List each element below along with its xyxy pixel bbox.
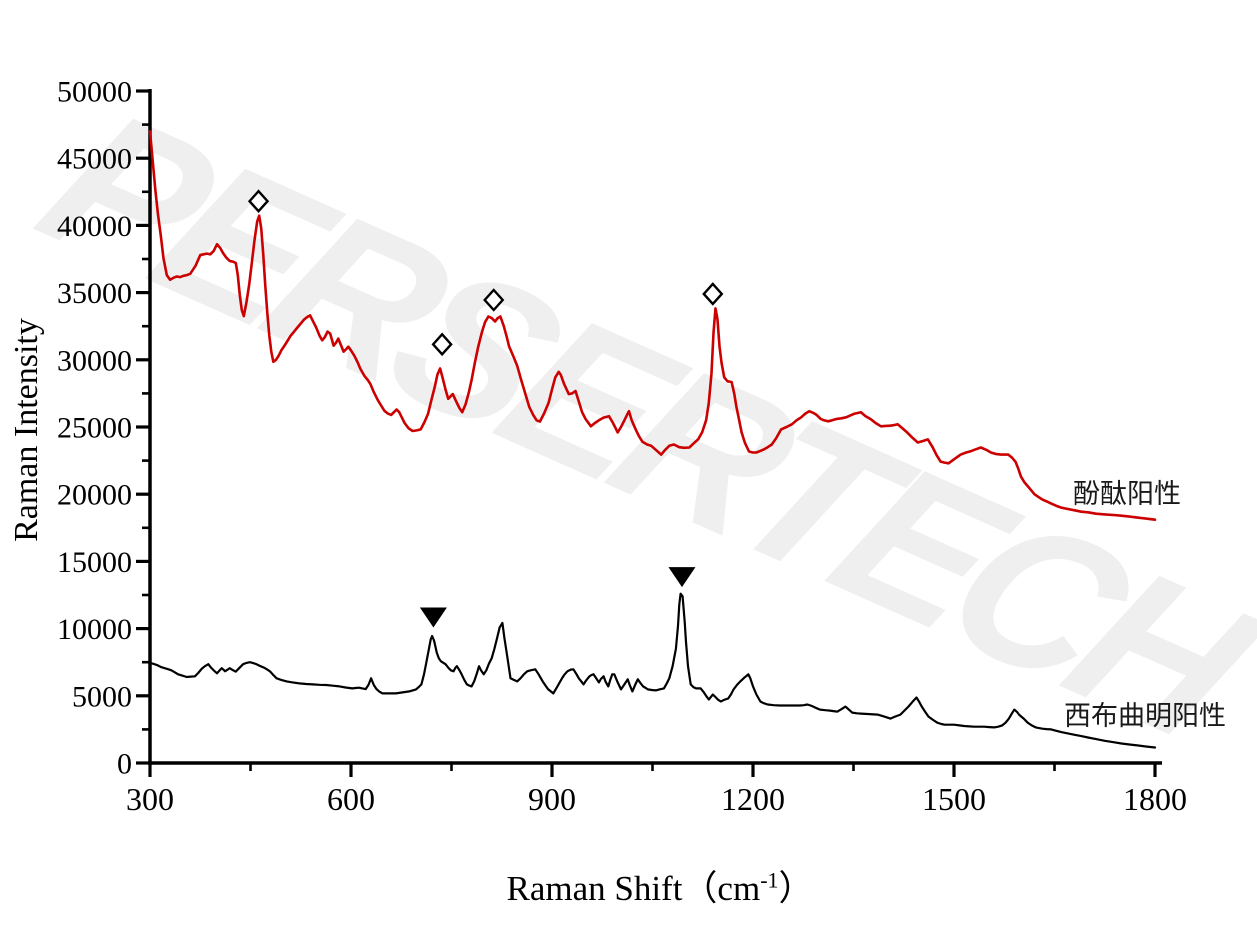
y-tick-label: 30000 [57, 344, 132, 377]
open-diamond-marker [483, 288, 505, 312]
x-axis-title: Raman Shift（cm-1） [380, 860, 940, 911]
x-axis-title-main: Raman Shift（cm [506, 869, 761, 908]
x-tick-label: 900 [528, 781, 576, 817]
y-axis-title: Raman Intensity [8, 318, 45, 542]
x-tick-label: 600 [327, 781, 375, 817]
x-axis-title-close: ） [778, 869, 814, 908]
y-tick-label: 40000 [57, 210, 132, 243]
series-label-sibutramine-positive: 西布曲明阳性 [1064, 701, 1226, 731]
series-line-0 [148, 130, 1157, 522]
filled-triangle-down-marker [419, 607, 447, 628]
open-diamond-marker [702, 282, 724, 306]
y-tick-label: 0 [117, 748, 132, 781]
series-line-1 [148, 592, 1157, 749]
y-tick-label: 25000 [57, 412, 132, 445]
y-tick-label: 45000 [57, 143, 132, 176]
y-tick-label: 35000 [57, 277, 132, 310]
y-tick-label: 50000 [57, 76, 132, 109]
y-tick-label: 15000 [57, 546, 132, 579]
x-tick-label: 1200 [721, 781, 785, 817]
x-tick-label: 1800 [1123, 781, 1187, 817]
open-diamond-marker [431, 332, 453, 357]
x-tick-label: 1500 [922, 781, 986, 817]
y-tick-label: 20000 [57, 479, 132, 512]
x-axis-title-superscript: -1 [760, 867, 779, 893]
x-tick-label: 300 [126, 781, 174, 817]
series-label-phenolphthalein-positive: 酚酞阳性 [1073, 479, 1181, 509]
open-diamond-marker [247, 189, 270, 214]
filled-triangle-down-marker [668, 567, 696, 588]
y-tick-label: 10000 [57, 613, 132, 646]
y-tick-label: 5000 [72, 680, 132, 713]
